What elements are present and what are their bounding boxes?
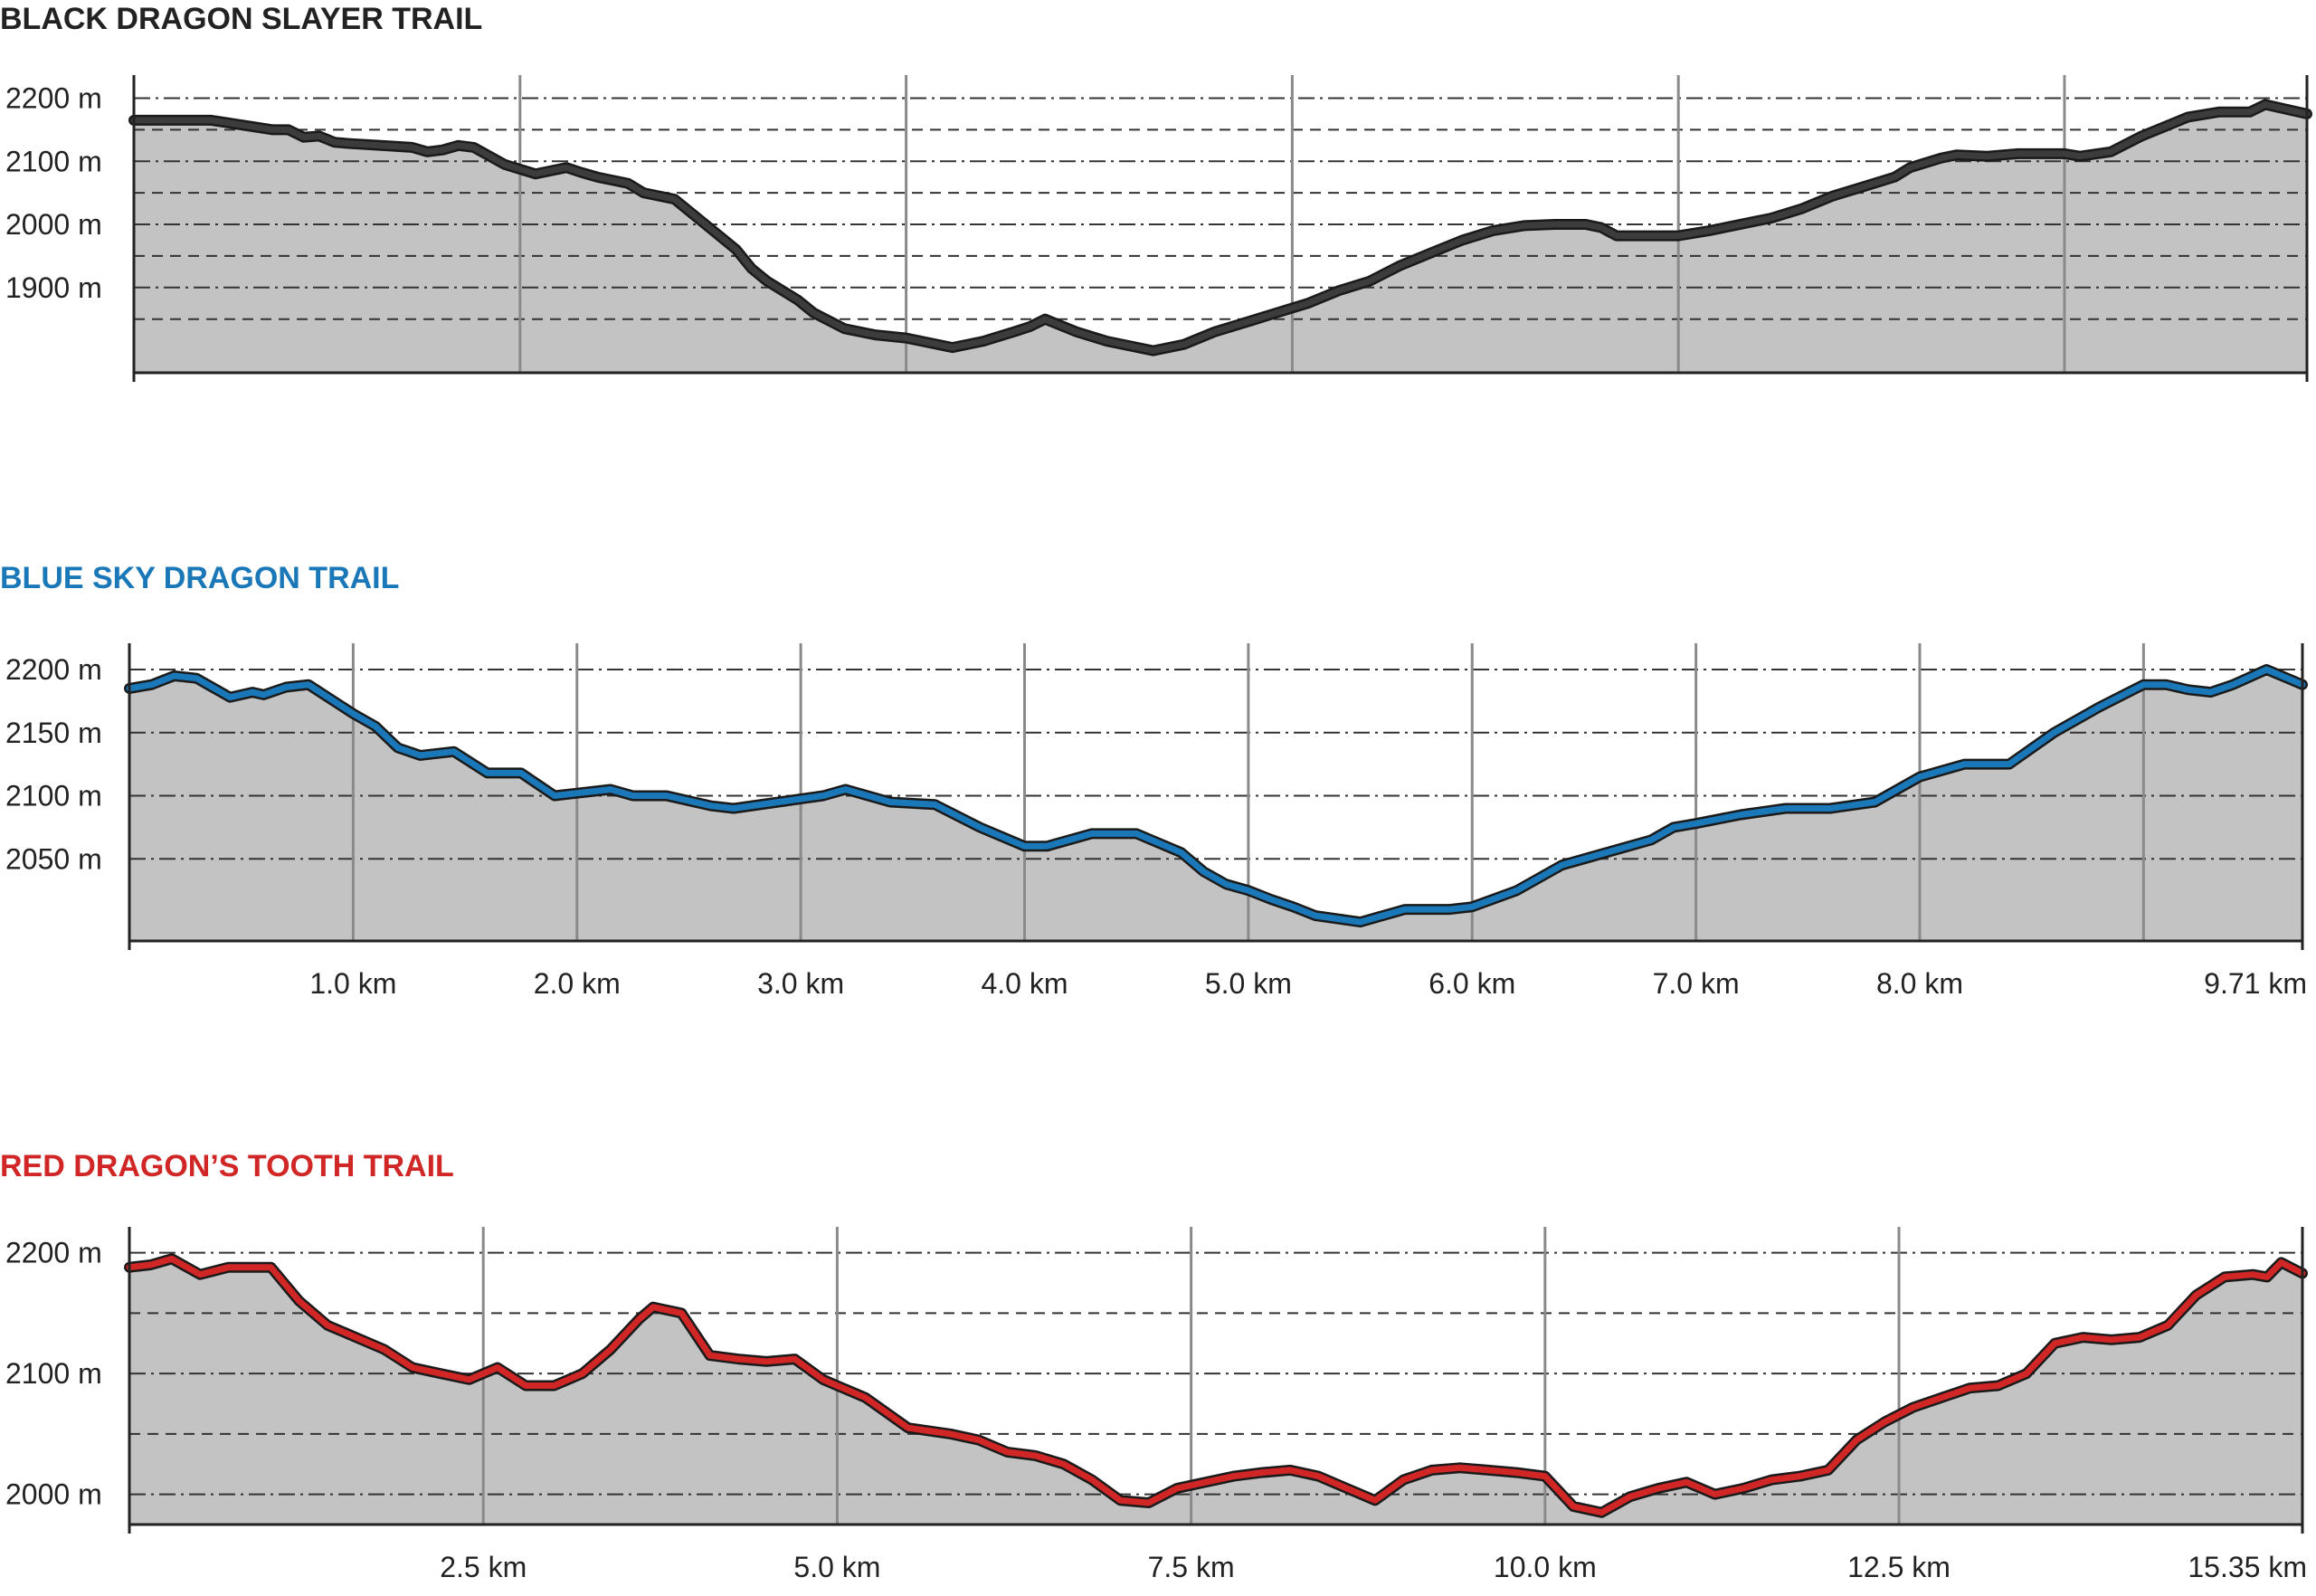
x-tick-label: 8.0 km [1876,967,1963,1000]
x-tick-label: 3.0 km [757,967,844,1000]
y-tick-label: 2100 m [5,1357,102,1390]
y-tick-label: 2200 m [5,653,102,686]
x-tick-label: 7.5 km [1148,1551,1235,1583]
chart-plot: 2050 m 2100 m 2150 m 2200 m 1.0 km 2.0 km 3.0 … [5,643,2308,1000]
y-tick-label: 2200 m [5,1237,102,1269]
y-tick-label: 2100 m [5,780,102,812]
x-tick-label: 6.0 km [1429,967,1515,1000]
y-tick-label: 2100 m [5,145,102,177]
area-fill [134,104,2307,373]
y-tick-label: 2200 m [5,81,102,114]
y-tick-label: 1900 m [5,271,102,304]
chart-plot: 2000 m 2100 m 2200 m 2.5 km 5.0 km 7.5 km 10.0… [5,1227,2308,1583]
chart-panel-3: RED DRAGON’S TOOTH TRAIL 2000 m 2100 m 220… [0,1149,2316,1596]
x-tick-label: 7.0 km [1653,967,1740,1000]
x-tick-label: 4.0 km [981,967,1068,1000]
x-tick-label: 9.71 km [2204,967,2307,1000]
x-tick-label: 12.5 km [1847,1551,1951,1583]
x-tick-label: 5.0 km [1205,967,1292,1000]
x-tick-label: 15.35 km [2188,1551,2307,1583]
profile-line [126,1255,2306,1516]
y-tick-label: 2000 m [5,208,102,241]
y-tick-label: 2000 m [5,1478,102,1511]
area-fill [129,1259,2302,1525]
x-tick-label: 5.0 km [793,1551,880,1583]
x-tick-label: 1.0 km [309,967,396,1000]
area-fill [129,670,2302,941]
profile-line [130,101,2311,355]
chart-panel-1: BLACK DRAGON SLAYER TRAIL 1900 m 2000 m 21… [0,0,2316,398]
y-tick-label: 2050 m [5,842,102,875]
chart-title: BLACK DRAGON SLAYER TRAIL [0,2,483,36]
chart-title: RED DRAGON’S TOOTH TRAIL [0,1149,454,1183]
y-tick-label: 2150 m [5,717,102,749]
chart-title: BLUE SKY DRAGON TRAIL [0,561,400,595]
chart-panel-2: BLUE SKY DRAGON TRAIL 2050 m 2100 m 2150 m… [0,561,2316,1013]
profile-line [126,666,2306,926]
x-tick-label: 2.5 km [440,1551,527,1583]
x-tick-label: 10.0 km [1494,1551,1597,1583]
x-tick-label: 2.0 km [534,967,621,1000]
